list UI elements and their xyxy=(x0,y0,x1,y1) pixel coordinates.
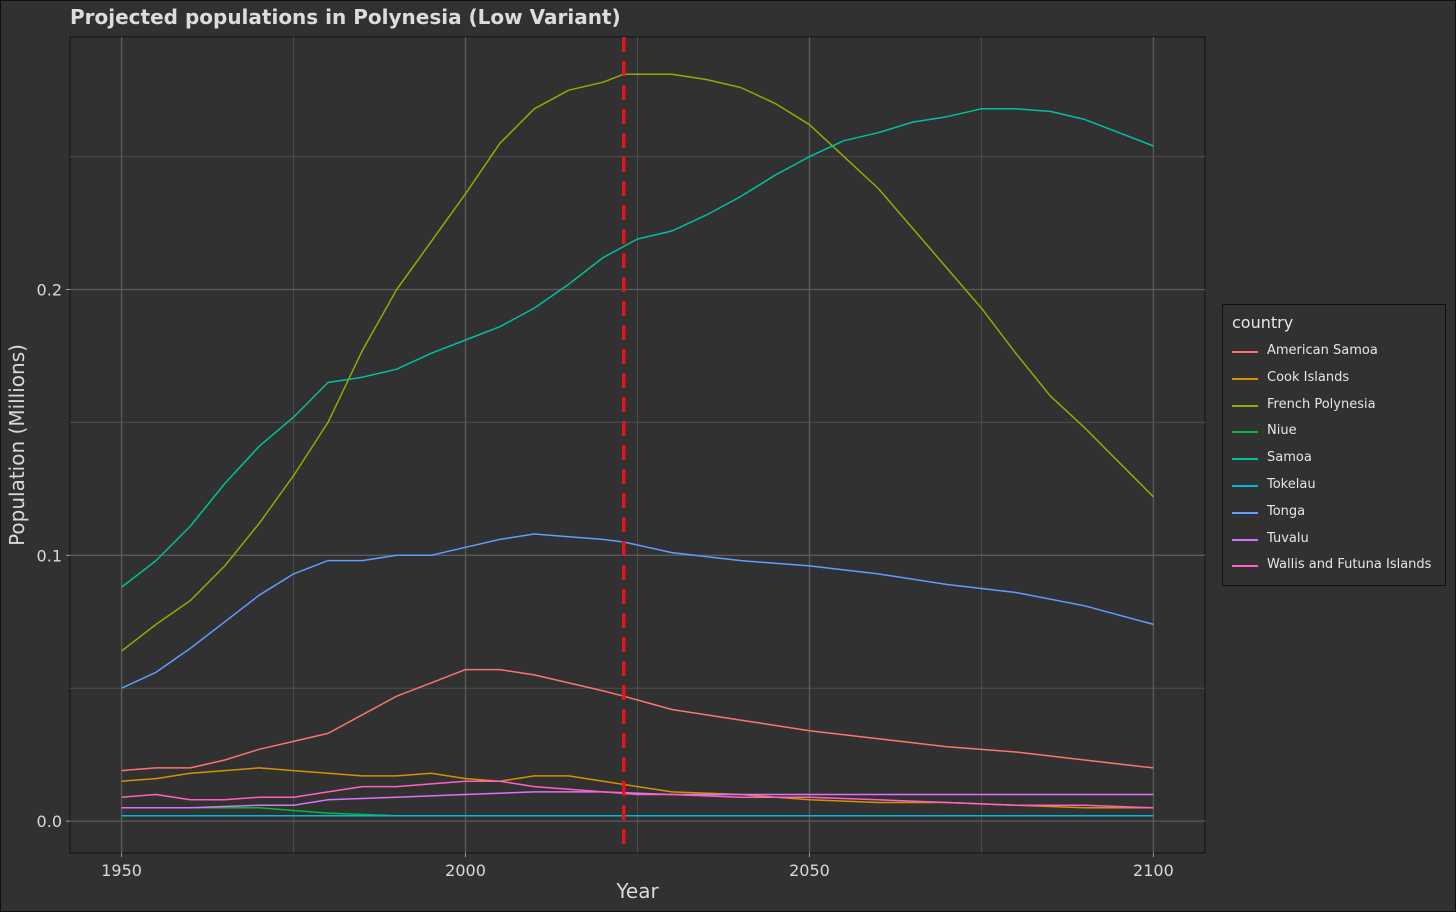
chart-title: Projected populations in Polynesia (Low … xyxy=(70,5,621,29)
x-tick-label: 2100 xyxy=(1133,861,1174,880)
y-tick-label: 0.0 xyxy=(37,812,62,831)
x-axis-title: Year xyxy=(615,879,659,903)
legend-label: Tokelau xyxy=(1267,477,1316,492)
legend-item: Tokelau xyxy=(1232,476,1446,496)
legend-title: country xyxy=(1232,313,1294,332)
legend-item: Cook Islands xyxy=(1232,369,1446,389)
legend-key xyxy=(1232,565,1258,568)
legend-label: American Samoa xyxy=(1267,343,1378,358)
y-tick-label: 0.1 xyxy=(37,546,62,565)
legend-item: American Samoa xyxy=(1232,342,1446,362)
legend-key xyxy=(1232,431,1258,434)
series-line-tonga xyxy=(121,533,1154,689)
legend: country American Samoa Cook Islands French… xyxy=(1222,304,1446,586)
x-tick-label: 1950 xyxy=(101,861,142,880)
legend-item: French Polynesia xyxy=(1232,396,1446,416)
legend-key xyxy=(1232,404,1258,407)
legend-label: French Polynesia xyxy=(1267,396,1376,412)
series-line-american-samoa xyxy=(121,668,1154,772)
series-line-cook-islands xyxy=(121,767,1154,809)
legend-key xyxy=(1232,377,1258,380)
legend-label: Cook Islands xyxy=(1267,369,1350,385)
legend-label: Samoa xyxy=(1267,450,1312,466)
y-tick-label: 0.2 xyxy=(37,281,62,300)
axis-ticks: 1950 2000 2050 2100 0.0 0.1 0.2 xyxy=(37,281,1174,880)
legend-label: Tuvalu xyxy=(1267,530,1309,546)
x-tick-label: 2000 xyxy=(445,861,486,880)
legend-item: Tonga xyxy=(1232,503,1446,523)
legend-item: Samoa xyxy=(1232,449,1446,469)
legend-item: Niue xyxy=(1232,422,1446,442)
series-line-samoa xyxy=(121,108,1154,588)
legend-label: Tonga xyxy=(1267,503,1306,519)
series-lines xyxy=(121,73,1154,817)
legend-key xyxy=(1232,458,1258,461)
legend-item: Tuvalu xyxy=(1232,530,1446,550)
legend-key xyxy=(1232,511,1258,514)
legend-key xyxy=(1232,538,1258,541)
gridlines xyxy=(70,37,1205,853)
legend-key xyxy=(1232,351,1258,353)
legend-item: Wallis and Futuna Islands xyxy=(1232,556,1446,576)
y-axis-title: Population (Millions) xyxy=(5,344,29,546)
legend-label: Niue xyxy=(1267,423,1297,439)
legend-label: Wallis and Futuna Islands xyxy=(1267,557,1432,573)
series-line-wallis-and-futuna-islands xyxy=(121,780,1154,809)
legend-key xyxy=(1232,485,1258,487)
x-tick-label: 2050 xyxy=(789,861,830,880)
